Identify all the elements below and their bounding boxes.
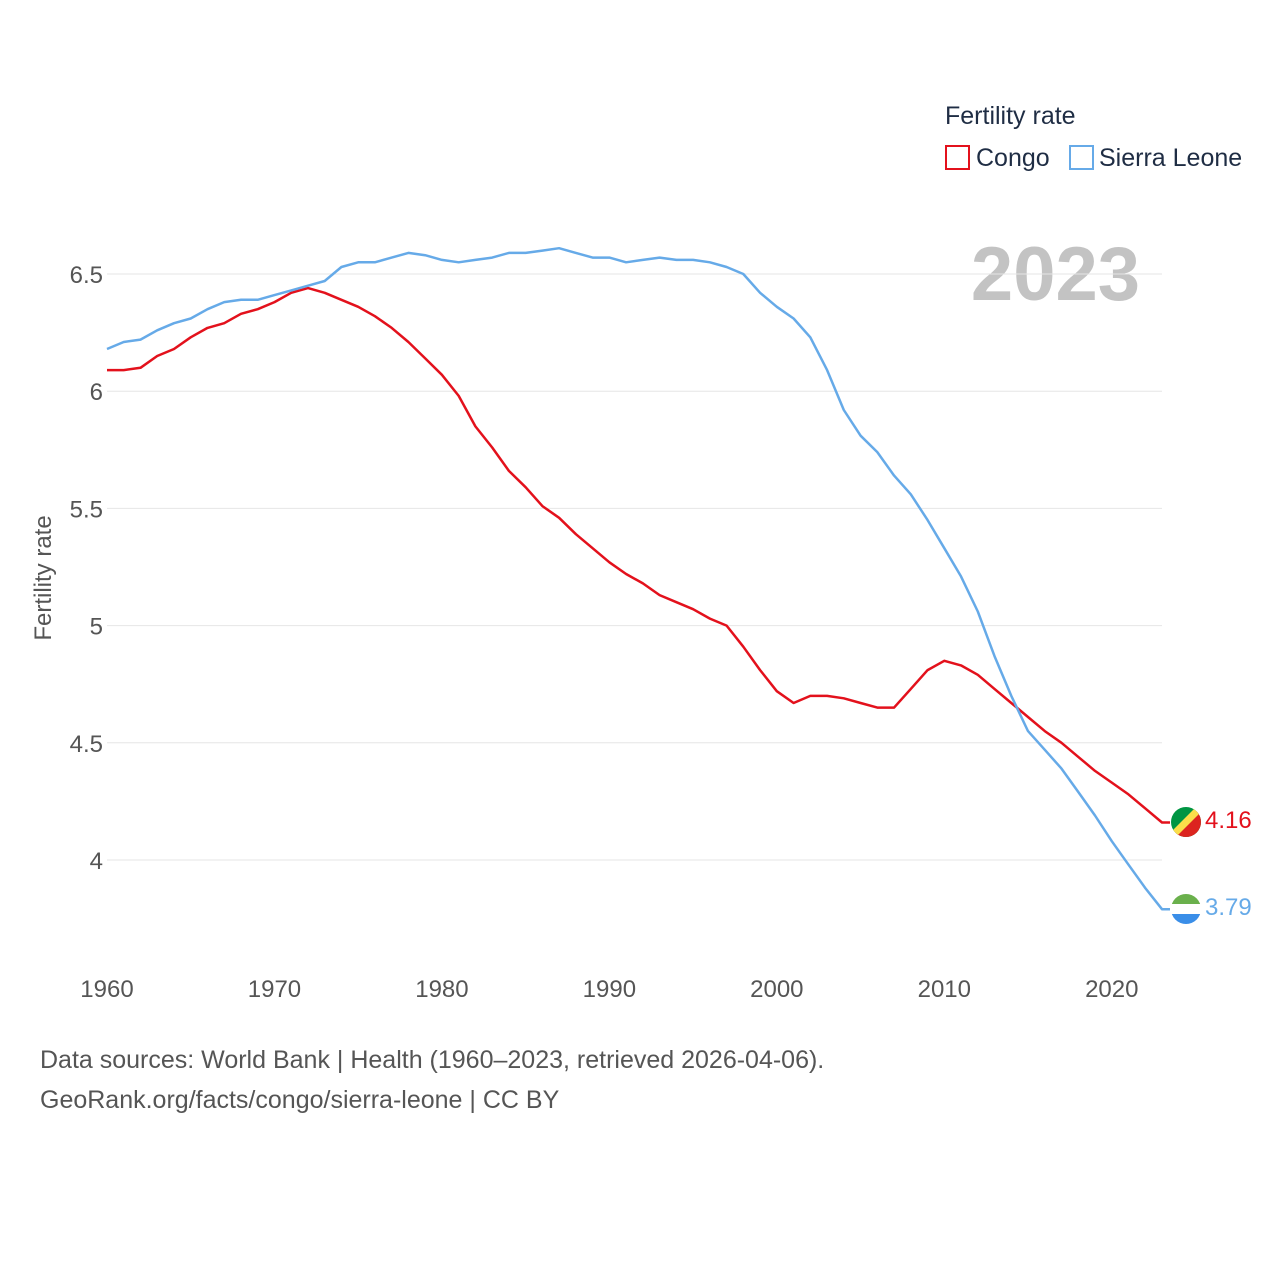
- end-value-congo: 4.16: [1205, 807, 1252, 834]
- y-tick-label: 6: [90, 379, 103, 406]
- series-line-sierra-leone: [106, 246, 1170, 911]
- x-tick-label: 2000: [750, 976, 803, 1003]
- source-url-line[interactable]: GeoRank.org/facts/congo/sierra-leone | C…: [40, 1086, 560, 1114]
- sierra-leone-flag-icon: [1171, 894, 1201, 924]
- legend-title: Fertility rate: [945, 102, 1076, 130]
- x-axis-ticks: 1960 1970 1980 1990 2000 2010 2020: [80, 976, 1138, 1003]
- y-tick-label: 6.5: [70, 262, 103, 289]
- x-tick-label: 1980: [415, 976, 468, 1003]
- y-tick-label: 4.5: [70, 731, 103, 758]
- legend-label-congo: Congo: [976, 144, 1050, 172]
- source-line: Data sources: World Bank | Health (1960–…: [40, 1046, 825, 1074]
- legend-swatch-sierra-leone: [1069, 145, 1094, 170]
- congo-flag-icon: [1171, 807, 1201, 837]
- data-source-footer: Data sources: World Bank | Health (1960–…: [40, 1040, 824, 1120]
- y-tick-label: 5: [90, 614, 103, 641]
- x-tick-label: 2010: [918, 976, 971, 1003]
- legend-item-congo[interactable]: Congo: [945, 144, 1050, 172]
- x-tick-label: 1970: [248, 976, 301, 1003]
- x-tick-label: 1990: [583, 976, 636, 1003]
- y-tick-label: 5.5: [70, 496, 103, 523]
- gridlines: [107, 273, 1162, 861]
- y-axis-ticks: 4 4.5 5 5.5 6 6.5: [70, 262, 103, 875]
- y-axis-title: Fertility rate: [30, 515, 57, 640]
- y-tick-label: 4: [90, 848, 103, 875]
- x-tick-label: 1960: [80, 976, 133, 1003]
- legend-label-sierra-leone: Sierra Leone: [1099, 144, 1242, 172]
- end-value-sierra-leone: 3.79: [1205, 894, 1252, 921]
- series-line-congo: [107, 286, 1170, 824]
- legend-swatch-congo: [945, 145, 970, 170]
- legend-item-sierra-leone[interactable]: Sierra Leone: [1069, 144, 1242, 172]
- x-tick-label: 2020: [1085, 976, 1138, 1003]
